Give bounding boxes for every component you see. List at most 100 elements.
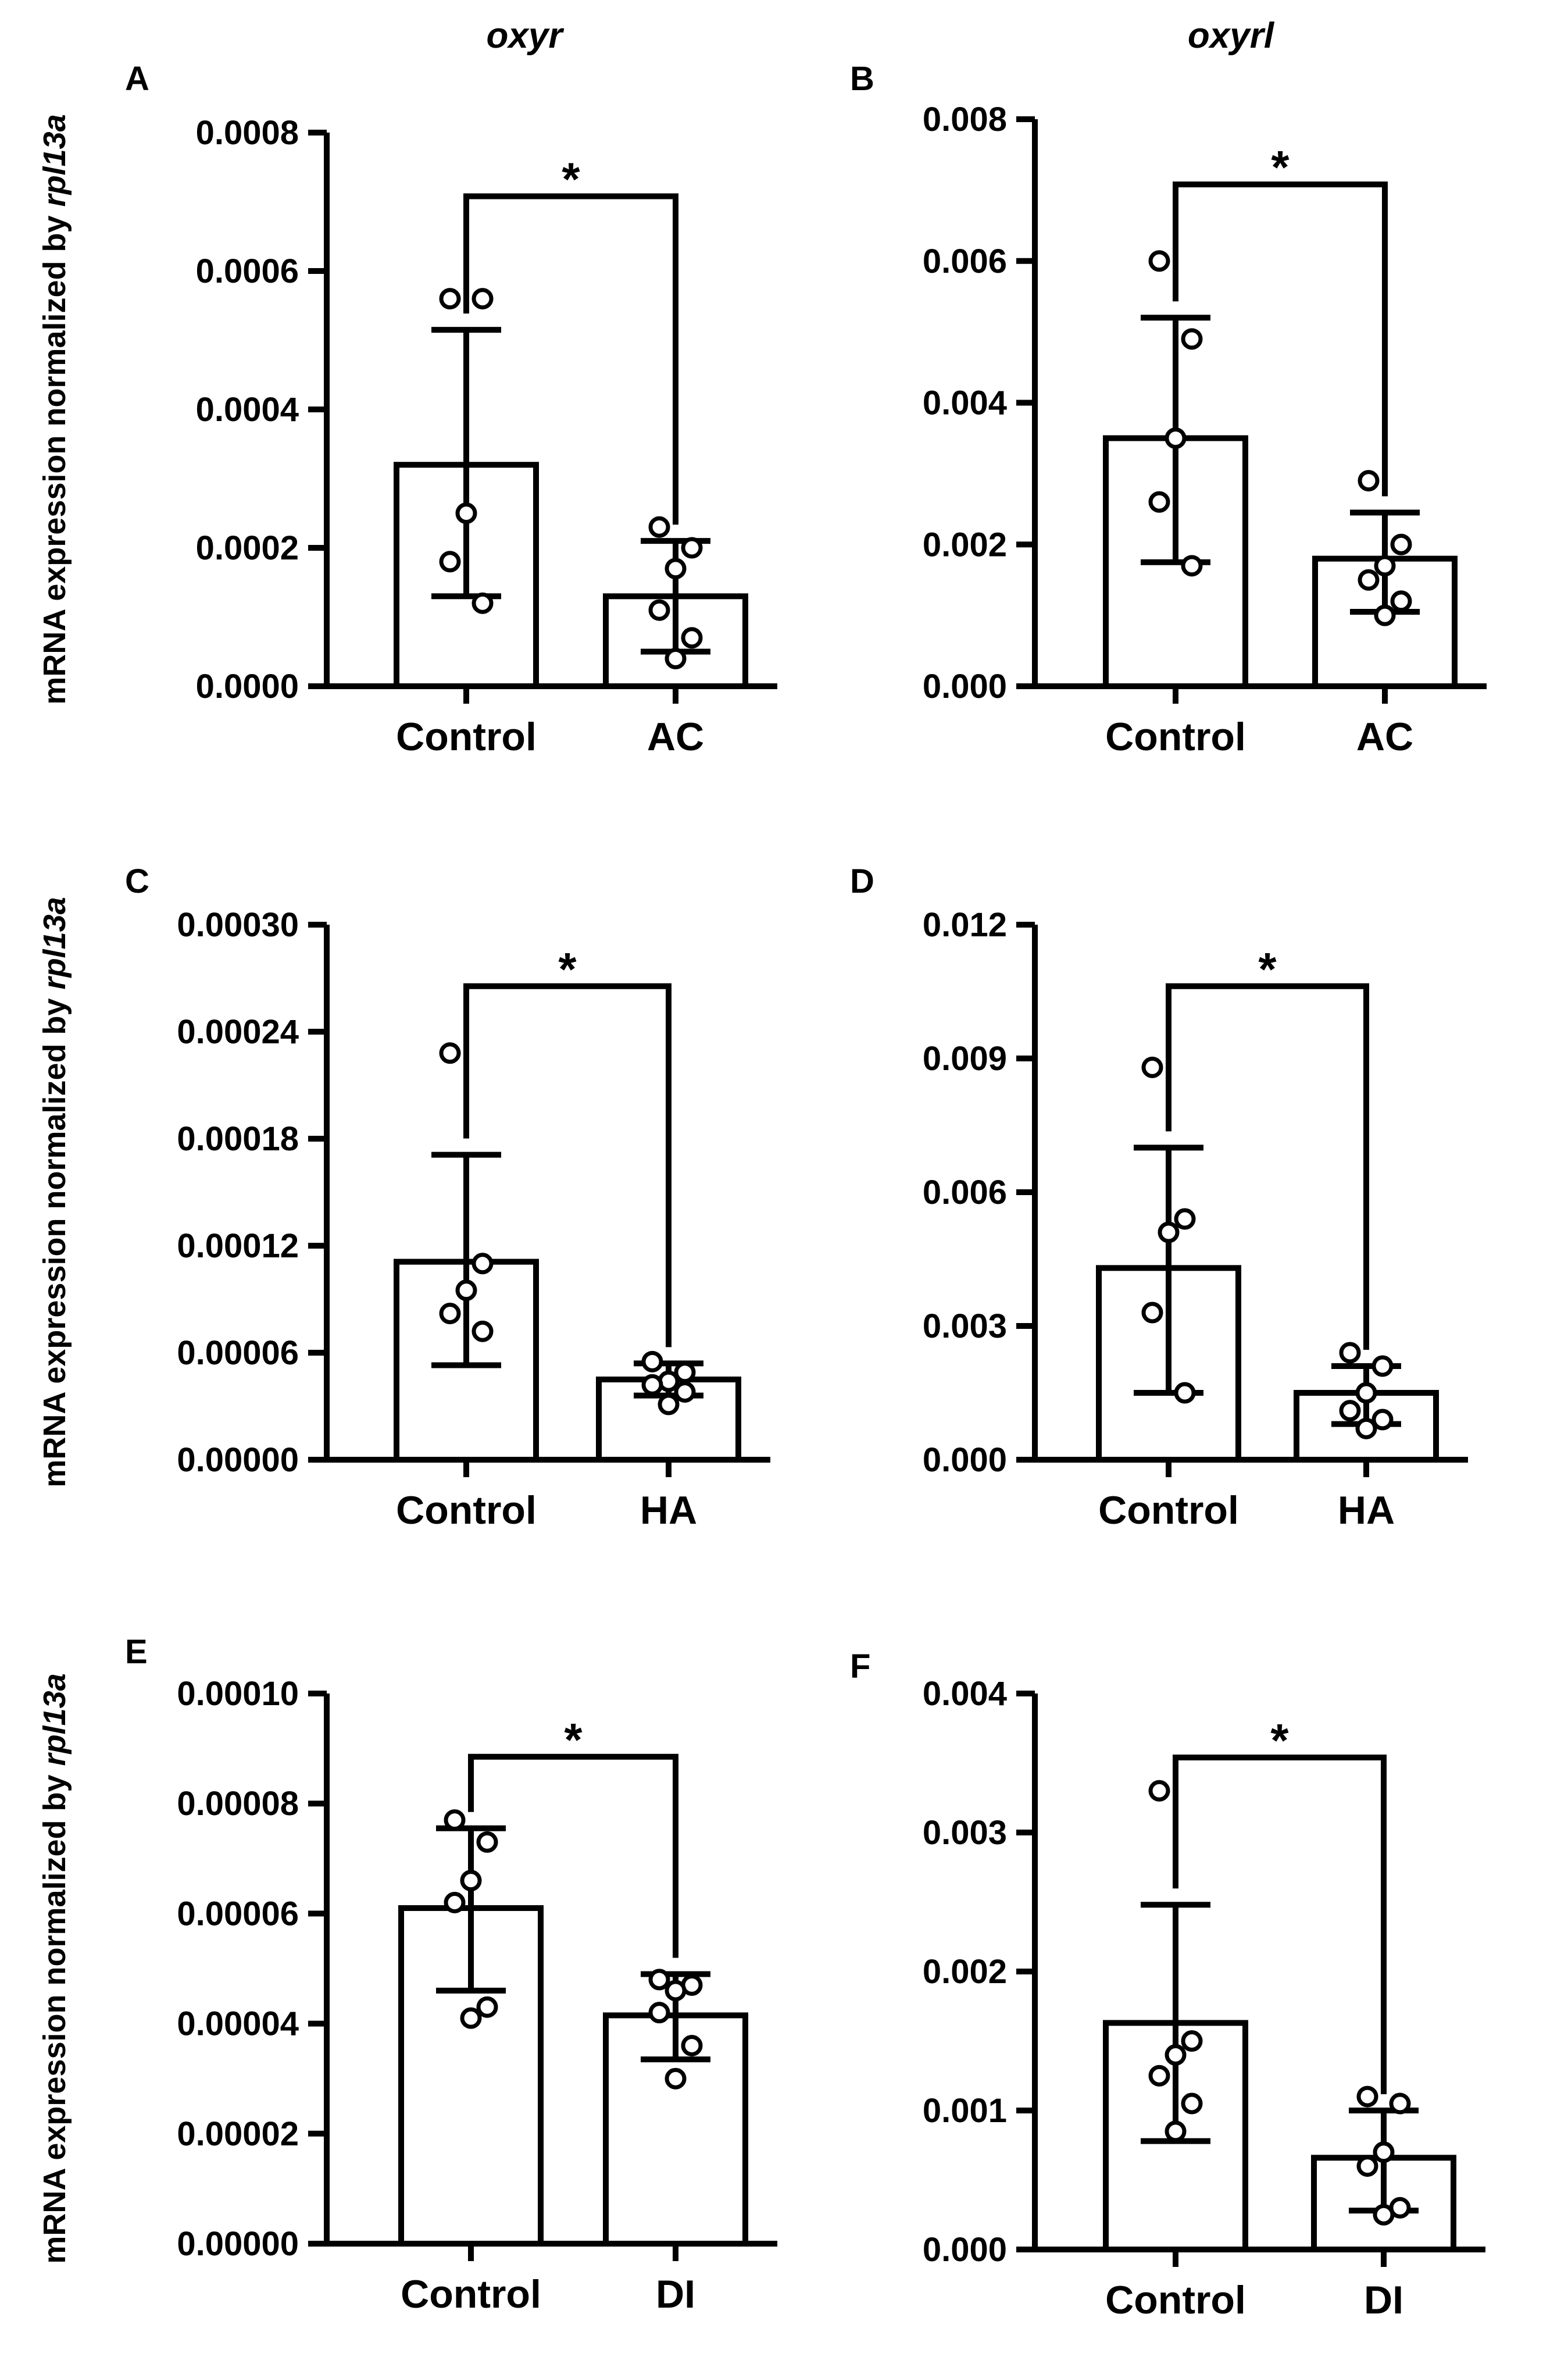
column-title-oxyrl: oxyrl bbox=[1188, 16, 1275, 56]
data-point bbox=[1165, 2120, 1187, 2142]
data-point bbox=[674, 1381, 696, 1403]
data-point bbox=[1148, 491, 1170, 513]
data-point bbox=[681, 2034, 703, 2056]
data-point bbox=[641, 1350, 663, 1372]
significance-bracket bbox=[1166, 983, 1369, 1350]
data-point bbox=[1371, 1409, 1394, 1431]
significance-star: * bbox=[1271, 141, 1290, 193]
data-point bbox=[1371, 1355, 1394, 1377]
data-point bbox=[1358, 569, 1380, 591]
significance-star: * bbox=[564, 1714, 583, 1766]
y-tick-label: 0.00004 bbox=[177, 2005, 299, 2043]
data-point bbox=[1355, 1417, 1377, 1439]
data-point bbox=[476, 1831, 498, 1853]
data-point bbox=[455, 502, 477, 524]
data-point bbox=[439, 288, 461, 310]
significance-star: * bbox=[1270, 1714, 1289, 1766]
y-tick-label: 0.006 bbox=[923, 243, 1007, 280]
y-tick-label: 0.00018 bbox=[177, 1120, 299, 1158]
y-tick-label: 0.000 bbox=[923, 1441, 1007, 1479]
data-point bbox=[476, 1996, 498, 2018]
data-point bbox=[1181, 2092, 1203, 2115]
data-point bbox=[1390, 590, 1412, 612]
data-point bbox=[1181, 2030, 1203, 2052]
data-point bbox=[641, 1374, 663, 1396]
data-point bbox=[665, 2067, 687, 2090]
significance-bracket bbox=[463, 983, 672, 1347]
data-point bbox=[648, 516, 670, 538]
y-tick-label: 0.0004 bbox=[196, 391, 299, 429]
panel-letter: D bbox=[850, 862, 874, 900]
column-title-oxyr: oxyr bbox=[487, 16, 565, 56]
data-point bbox=[1339, 1342, 1361, 1364]
data-point bbox=[1148, 250, 1170, 272]
x-category-label: Control bbox=[1098, 1488, 1239, 1532]
y-tick-label: 0.00010 bbox=[177, 1675, 299, 1713]
data-point bbox=[444, 1809, 466, 1831]
panel-letter: C bbox=[125, 862, 149, 900]
data-point bbox=[1165, 427, 1187, 449]
y-tick-label: 0.00000 bbox=[177, 1441, 299, 1479]
x-category-label: HA bbox=[640, 1488, 697, 1532]
data-point bbox=[455, 1279, 477, 1302]
y-tick-label: 0.003 bbox=[923, 1307, 1007, 1345]
y-tick-label: 0.009 bbox=[923, 1040, 1007, 1078]
y-tick-label: 0.008 bbox=[923, 101, 1007, 138]
y-tick-label: 0.0006 bbox=[196, 252, 299, 290]
data-point bbox=[1158, 1221, 1180, 1243]
y-tick-label: 0.00006 bbox=[177, 1334, 299, 1372]
y-tick-label: 0.012 bbox=[923, 906, 1007, 944]
data-point bbox=[439, 1303, 461, 1325]
y-tick-label: 0.006 bbox=[923, 1174, 1007, 1211]
significance-bracket bbox=[468, 1753, 678, 1958]
y-tick-label: 0.00012 bbox=[177, 1227, 299, 1265]
data-point bbox=[648, 1969, 670, 1991]
data-point bbox=[1356, 2085, 1378, 2108]
x-category-label: Control bbox=[1105, 715, 1246, 759]
data-point bbox=[1148, 2065, 1170, 2087]
panel-d: D 0.000 0.003 0.006 0.009 0.012 Control HA * bbox=[850, 862, 1468, 1532]
data-point bbox=[681, 537, 703, 559]
y-tick-label: 0.002 bbox=[923, 1953, 1007, 1991]
y-tick-label: 0.00008 bbox=[177, 1785, 299, 1823]
data-point bbox=[1390, 533, 1412, 555]
panel-letter: F bbox=[850, 1648, 870, 1685]
data-point bbox=[1389, 2092, 1411, 2115]
y-tick-label: 0.002 bbox=[923, 526, 1007, 564]
data-point bbox=[1165, 2044, 1187, 2066]
significance-star: * bbox=[1258, 943, 1277, 995]
data-point bbox=[665, 558, 687, 580]
x-category-label: AC bbox=[1356, 715, 1413, 759]
x-category-label: HA bbox=[1338, 1488, 1395, 1532]
y-axis-label: mRNA expression normalized by rpl13a bbox=[37, 897, 72, 1487]
y-tick-label: 0.004 bbox=[923, 384, 1007, 422]
panel-letter: E bbox=[125, 1633, 148, 1671]
y-tick-label: 0.00024 bbox=[177, 1013, 299, 1051]
panel-letter: A bbox=[125, 60, 149, 98]
y-axis-label-text: mRNA expression normalized by bbox=[37, 1766, 72, 2263]
y-tick-label: 0.00006 bbox=[177, 1895, 299, 1933]
data-point bbox=[674, 1361, 696, 1384]
data-point bbox=[1374, 555, 1396, 577]
data-point bbox=[1339, 1400, 1361, 1422]
significance-star: * bbox=[558, 943, 577, 995]
significance-bracket bbox=[1173, 181, 1388, 497]
significance-star: * bbox=[562, 153, 580, 205]
data-point bbox=[665, 1980, 687, 2002]
x-category-label: Control bbox=[396, 715, 537, 759]
data-point bbox=[1174, 1208, 1196, 1230]
y-axis-label: mRNA expression normalized by rpl13a bbox=[37, 1673, 72, 2263]
data-point bbox=[1374, 604, 1396, 626]
data-point bbox=[1358, 470, 1380, 492]
y-axis-label-gene: rpl13a bbox=[37, 897, 72, 989]
x-category-label: DI bbox=[1364, 2278, 1403, 2322]
data-point bbox=[472, 1320, 494, 1342]
data-point bbox=[439, 551, 461, 573]
y-tick-label: 0.00000 bbox=[177, 2225, 299, 2263]
y-axis-label-text: mRNA expression normalized by bbox=[37, 989, 72, 1487]
data-point bbox=[1356, 2155, 1378, 2177]
y-tick-label: 0.0008 bbox=[196, 114, 299, 152]
